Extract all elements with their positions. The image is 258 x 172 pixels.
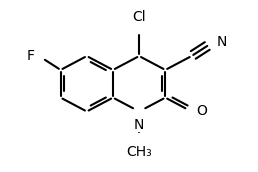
Text: Cl: Cl [132,10,146,24]
Text: N: N [217,35,227,49]
Text: F: F [26,49,34,63]
Text: N: N [134,118,144,132]
Text: CH₃: CH₃ [126,145,152,159]
Text: O: O [196,105,207,119]
